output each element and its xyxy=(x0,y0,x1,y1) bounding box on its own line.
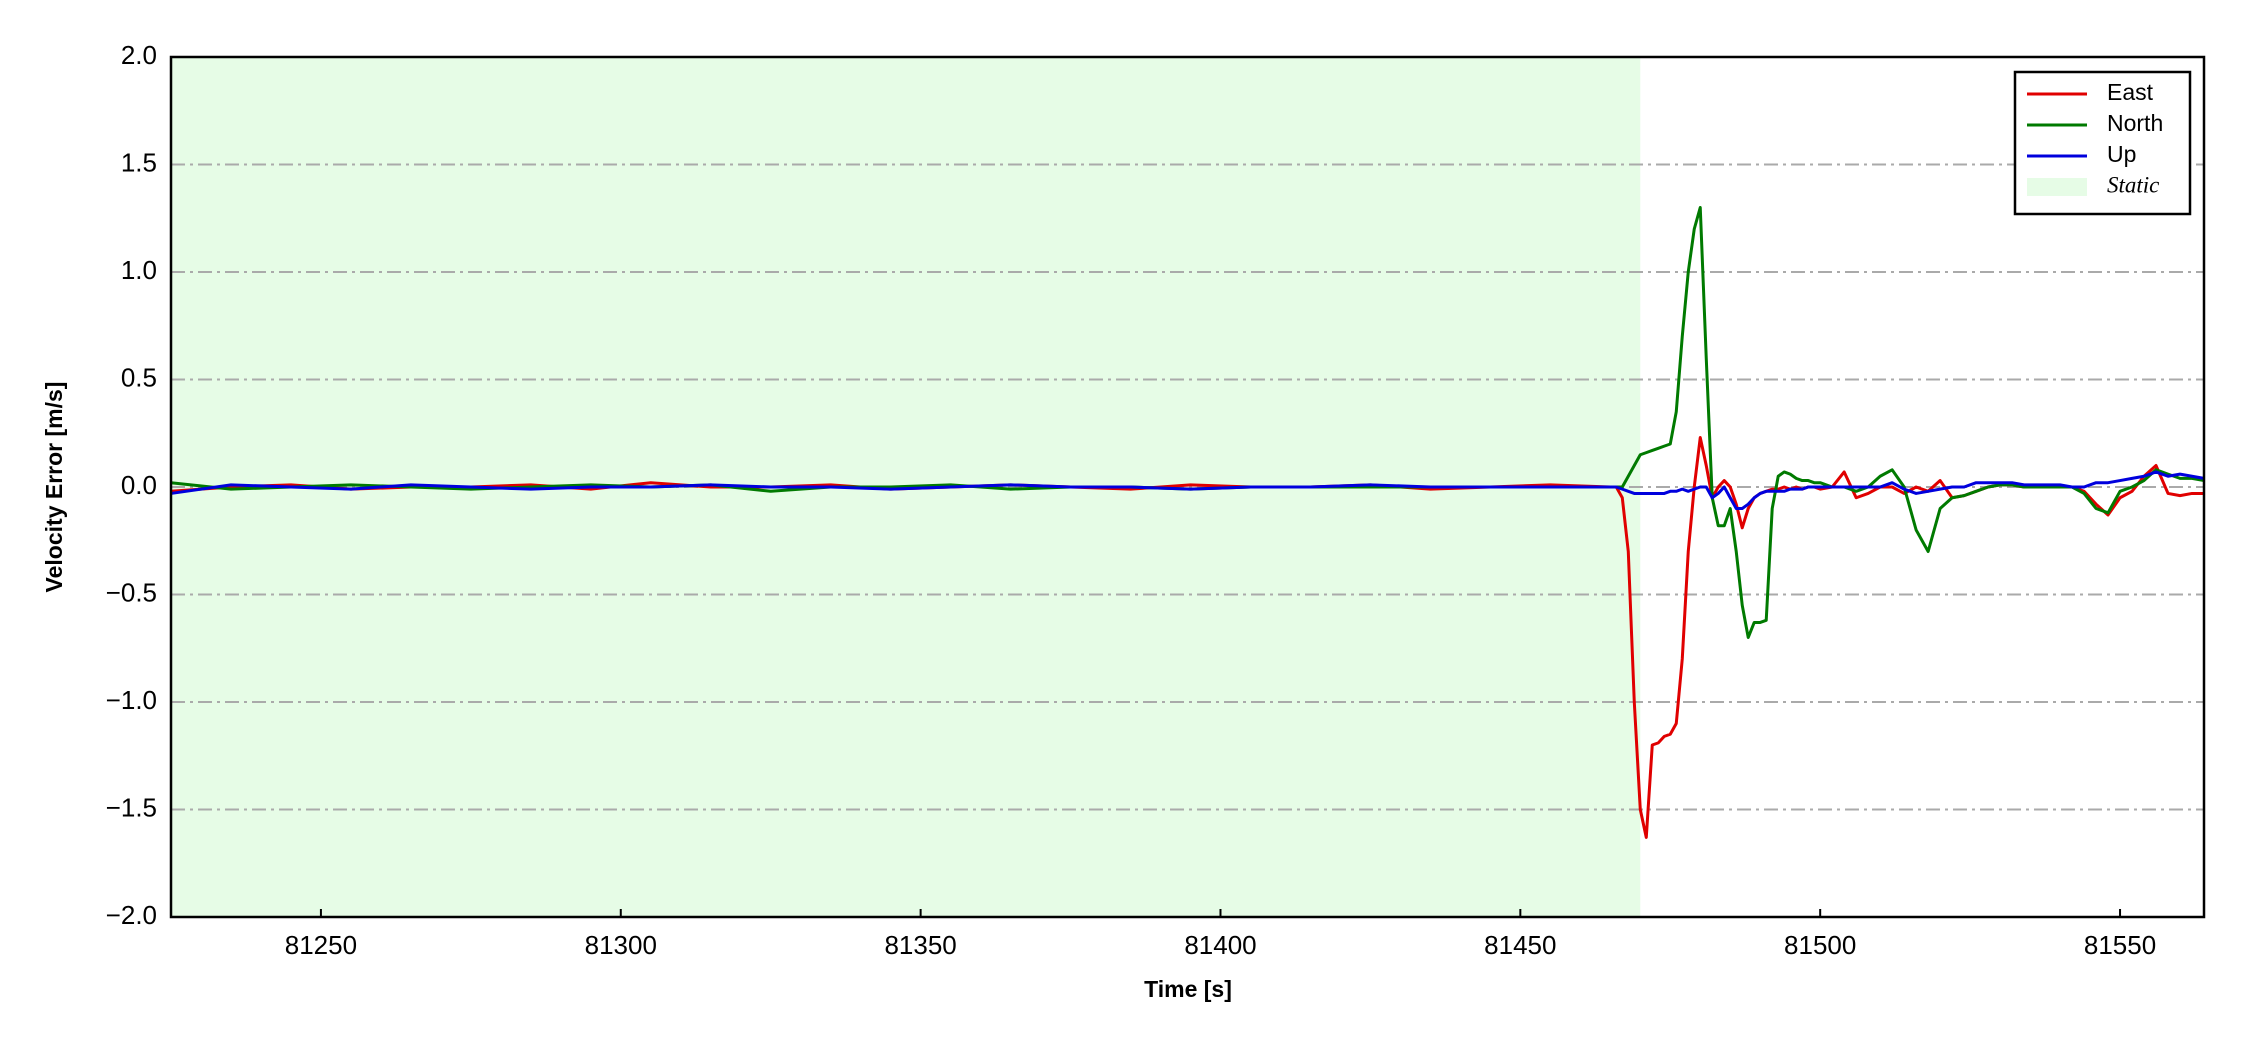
y-tick-label: 0.0 xyxy=(121,470,157,500)
y-tick-label: −1.0 xyxy=(106,685,157,715)
y-tick-label: 2.0 xyxy=(121,40,157,70)
y-tick-label: −2.0 xyxy=(106,900,157,930)
y-tick-label: 0.5 xyxy=(121,362,157,392)
plot-frame xyxy=(169,55,2206,919)
legend-label: East xyxy=(2107,79,2154,105)
x-axis-label: Time [s] xyxy=(1144,976,1232,1002)
x-tick-label: 81350 xyxy=(884,930,956,960)
x-tick-label: 81250 xyxy=(285,930,357,960)
legend-label: North xyxy=(2107,110,2163,136)
x-tick-label: 81500 xyxy=(1784,930,1856,960)
y-tick-label: 1.5 xyxy=(121,147,157,177)
x-tick-label: 81450 xyxy=(1484,930,1556,960)
y-axis-label: Velocity Error [m/s] xyxy=(41,382,67,593)
y-tick-label: −1.5 xyxy=(106,792,157,822)
legend-label: Static xyxy=(2107,172,2159,197)
x-tick-label: 81550 xyxy=(2084,930,2156,960)
legend-label: Up xyxy=(2107,141,2136,167)
series-line xyxy=(170,470,2205,510)
x-tick-label: 81400 xyxy=(1184,930,1256,960)
y-tick-label: 1.0 xyxy=(121,255,157,285)
x-tick-label: 81300 xyxy=(585,930,657,960)
legend-swatch xyxy=(2027,178,2087,196)
y-tick-label: −0.5 xyxy=(106,577,157,607)
